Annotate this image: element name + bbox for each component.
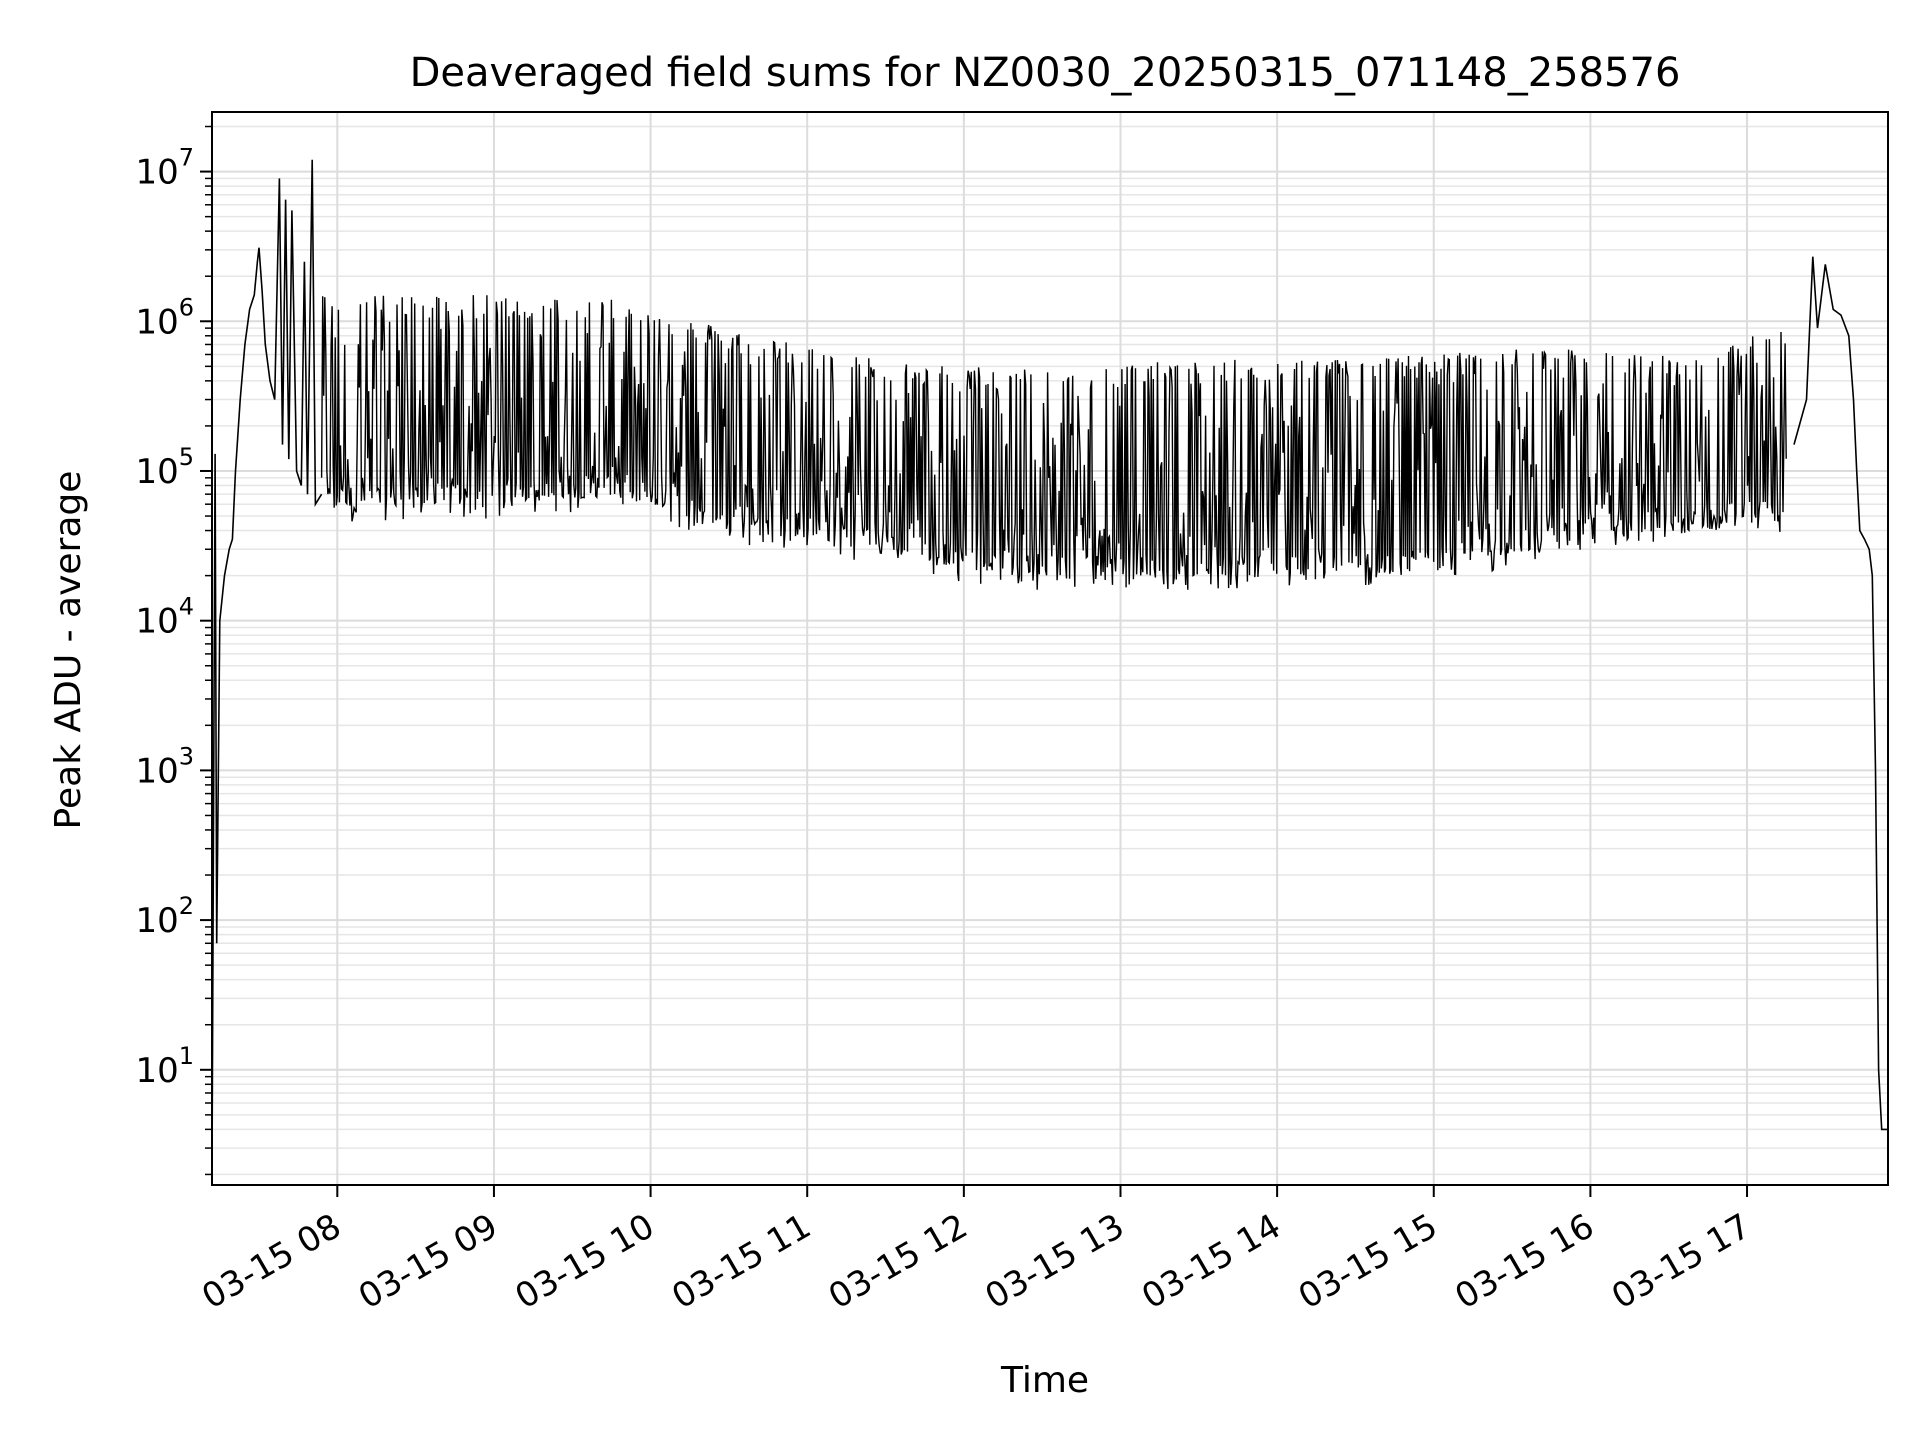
plot-frame	[211, 111, 1889, 1186]
y-tick-label: 103	[135, 742, 194, 791]
y-tick-label: 105	[135, 443, 194, 492]
y-tick-label: 101	[135, 1042, 194, 1091]
y-tick-label: 102	[135, 892, 194, 941]
data-layer	[211, 159, 1888, 1175]
y-axis-label: Peak ADU - average	[48, 471, 89, 830]
y-tick-label: 107	[135, 144, 194, 193]
x-axis-label: Time	[1000, 1360, 1089, 1401]
grid-layer	[212, 112, 1888, 1185]
y-tick-label: 106	[135, 293, 194, 342]
chart-title: Deaveraged field sums for NZ0030_2025031…	[410, 50, 1681, 96]
series-line-edges	[211, 159, 1888, 1175]
series-line-band	[320, 295, 1787, 590]
y-tick-label: 104	[135, 593, 194, 642]
